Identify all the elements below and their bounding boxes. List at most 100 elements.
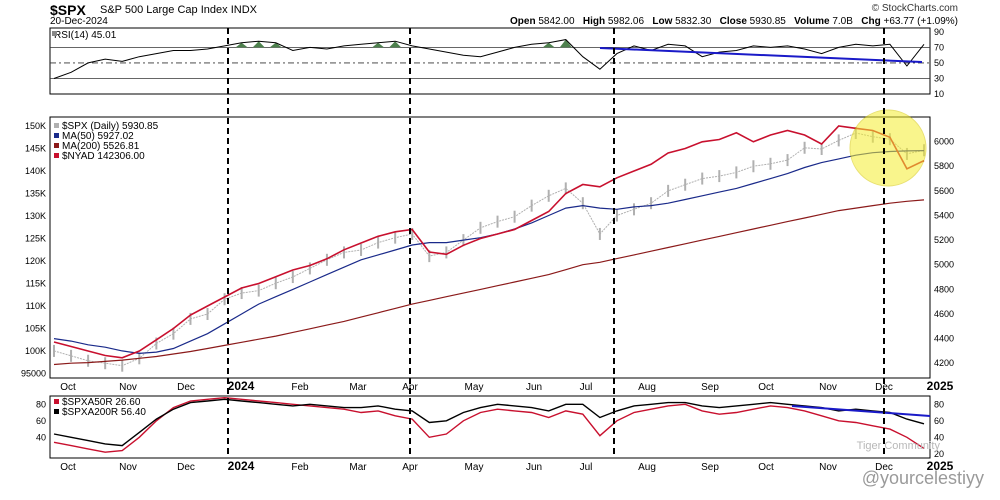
high-value: 5982.06 [607, 16, 645, 27]
price-left-tick-label: 125K [25, 234, 46, 244]
price-panel-frame [49, 116, 931, 379]
rsi-legend-swatch [52, 31, 57, 36]
rsi-tick-label: 70 [934, 42, 944, 52]
ticker-symbol: $SPX [50, 2, 86, 18]
price-right-tick-label: 4200 [934, 358, 954, 368]
volume-value: 7.0B [832, 16, 853, 27]
breadth-x-label: Jul [580, 462, 593, 473]
rsi-overbought-fill [269, 42, 282, 48]
price-x-label: Oct [758, 382, 774, 393]
breadth-left-tick-label: 60 [36, 416, 46, 426]
spx-price-line [53, 132, 925, 367]
price-left-tick-label: 140K [25, 166, 46, 176]
price-legend-entry: MA(50) 5927.02 [62, 131, 134, 142]
price-left-tick-label: 120K [25, 256, 46, 266]
rsi-overbought-fill [542, 42, 555, 48]
highlight-circle [849, 109, 927, 187]
breadth-x-label: Feb [291, 462, 309, 473]
breadth-trend-line [791, 405, 931, 417]
breadth-x-label: 2025 [927, 459, 954, 473]
breadth-x-label: Dec [177, 462, 195, 473]
quote-summary: Open 5842.00 High 5982.06 Low 5832.30 Cl… [510, 16, 958, 27]
volume-label: Volume [794, 16, 830, 27]
rsi-legend: RSI(14) 45.01 [54, 30, 117, 41]
rsi-overbought-fill [235, 42, 248, 48]
breadth-x-label: Sep [701, 462, 719, 473]
price-left-tick-label: 135K [25, 189, 46, 199]
price-left-tick-label: 115K [26, 279, 46, 289]
price-x-label: Nov [119, 382, 137, 393]
breadth-x-label: Oct [60, 462, 76, 473]
price-x-label: Feb [291, 382, 309, 393]
ma50-line [53, 150, 925, 355]
price-legend-swatch [54, 153, 59, 158]
close-label: Close [719, 16, 747, 27]
price-x-label: Aug [638, 382, 656, 393]
breadth-x-label: Aug [638, 462, 656, 473]
price-x-label: Dec [875, 382, 893, 393]
price-right-tick-label: 6000 [934, 137, 954, 147]
watermark-community: Tiger Community [856, 440, 940, 452]
price-x-label: 2025 [927, 379, 954, 393]
price-x-label: 2024 [228, 379, 255, 393]
price-x-label: Apr [402, 382, 418, 393]
price-legend-swatch [54, 143, 59, 148]
price-right-tick-label: 4800 [934, 284, 954, 294]
rsi-panel-frame [49, 27, 931, 95]
rsi-tick-label: 50 [934, 58, 944, 68]
breadth-legend-swatch [54, 409, 59, 414]
price-left-tick-label: 95000 [21, 369, 46, 379]
price-x-label: Jul [580, 382, 593, 393]
price-right-tick-label: 4600 [934, 309, 954, 319]
close-value: 5930.85 [749, 16, 786, 27]
price-left-tick-label: 145K [25, 144, 46, 154]
price-right-tick-label: 5200 [934, 235, 954, 245]
watermark-handle: @yourcelestiyy [861, 468, 984, 488]
price-x-label: Jun [526, 382, 542, 393]
price-right-tick-label: 5800 [934, 161, 954, 171]
breadth-x-label: May [465, 462, 484, 473]
price-x-label: May [465, 382, 484, 393]
price-x-label: Nov [819, 382, 837, 393]
spxa200r-line [53, 398, 925, 447]
breadth-x-label: Nov [819, 462, 837, 473]
breadth-left-tick-label: 80 [36, 399, 46, 409]
price-left-tick-label: 130K [25, 211, 46, 221]
rsi-trend-line [599, 47, 923, 63]
price-legend-entry: $NYAD 142306.00 [62, 151, 145, 162]
breadth-x-label: Apr [402, 462, 418, 473]
rsi-overbought-fill [252, 41, 265, 48]
rsi-overbought-fill [559, 39, 572, 48]
price-right-tick-label: 5600 [934, 186, 954, 196]
chart-header: $SPX S&P 500 Large Cap Index INDX © Stoc… [0, 0, 1000, 28]
breadth-right-tick-label: 80 [934, 399, 944, 409]
breadth-x-label: Oct [758, 462, 774, 473]
ma200-line [53, 199, 925, 366]
breadth-legend-entry: $SPXA50R 26.60 [62, 397, 141, 408]
price-x-label: Sep [701, 382, 719, 393]
open-label: Open [510, 16, 536, 27]
breadth-right-tick-label: 20 [934, 449, 944, 459]
price-legend-swatch [54, 123, 59, 128]
brand-logo[interactable]: © StockCharts.com [871, 3, 958, 14]
rsi-line [53, 39, 925, 79]
exchange-code: INDX [230, 4, 257, 16]
price-legend-swatch [54, 133, 59, 138]
low-label: Low [652, 16, 673, 27]
breadth-right-tick-label: 60 [934, 416, 944, 426]
breadth-x-label: Jun [526, 462, 542, 473]
breadth-x-label: Dec [875, 462, 893, 473]
chg-value: +63.77 (+1.09%) [883, 16, 959, 27]
open-value: 5842.00 [538, 16, 575, 27]
index-full-name: S&P 500 Large Cap Index [100, 4, 228, 16]
high-label: High [582, 16, 606, 27]
price-right-tick-label: 5400 [934, 210, 954, 220]
rsi-overbought-fill [372, 42, 385, 48]
chart-date: 20-Dec-2024 [50, 16, 108, 27]
rsi-tick-label: 30 [934, 73, 944, 83]
index-name: S&P 500 Large Cap Index INDX [100, 4, 257, 16]
breadth-left-tick-label: 40 [36, 432, 46, 442]
price-left-tick-label: 110K [26, 301, 46, 311]
rsi-tick-label: 90 [934, 27, 944, 37]
